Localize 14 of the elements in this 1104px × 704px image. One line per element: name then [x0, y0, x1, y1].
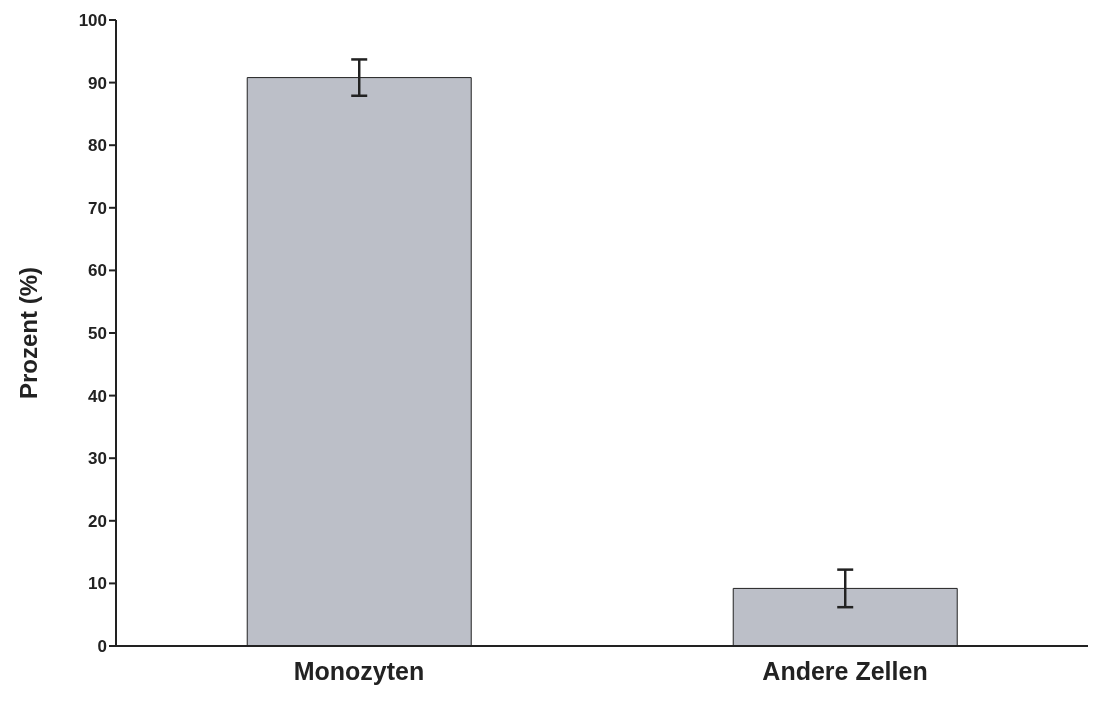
y-tick-label: 90	[88, 73, 107, 93]
y-tick-label: 30	[88, 449, 107, 469]
y-axis-title: Prozent (%)	[14, 267, 42, 399]
y-tick-label: 100	[78, 11, 107, 31]
y-tick-label: 20	[88, 511, 107, 531]
y-tick-label: 10	[88, 574, 107, 594]
x-tick-label: Monozyten	[293, 656, 425, 685]
x-tick-label: Andere Zellen	[762, 656, 928, 685]
y-tick-label: 40	[88, 386, 107, 406]
y-tick-label: 80	[88, 136, 107, 156]
y-tick-label: 60	[88, 261, 107, 281]
y-tick-label: 50	[88, 324, 107, 344]
y-tick-label: 0	[97, 637, 107, 657]
y-tick-label: 70	[88, 198, 107, 218]
